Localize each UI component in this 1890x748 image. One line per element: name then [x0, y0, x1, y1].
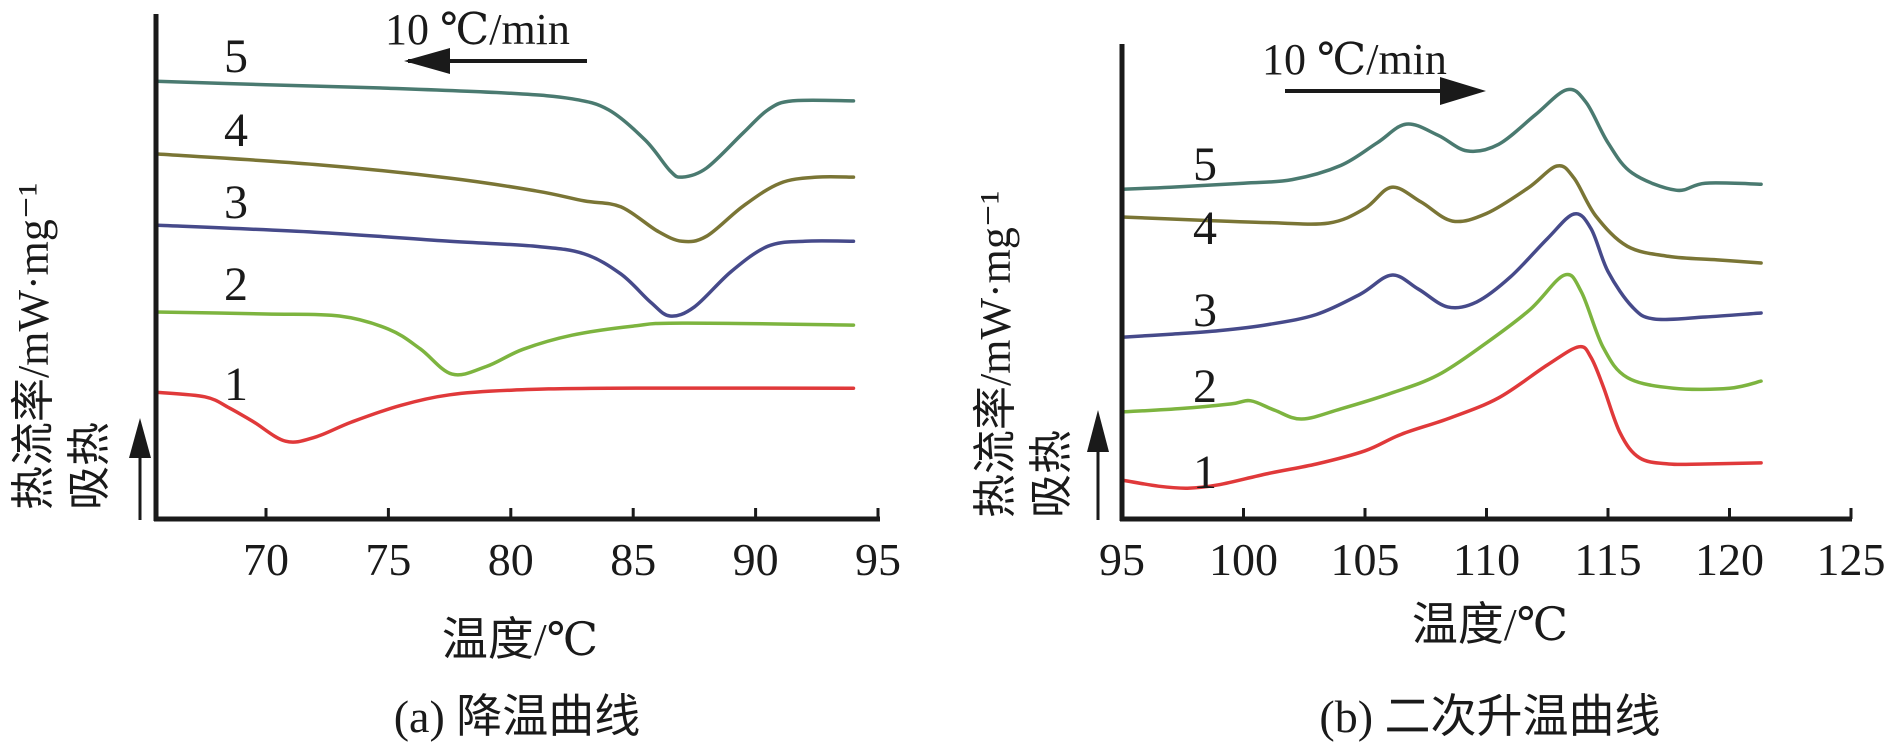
panel-a-x-tick-label-85: 85 [610, 534, 656, 585]
panel-a-series-labels: 1 2 3 4 5 [224, 30, 248, 411]
panel-b-series-label-2: 2 [1193, 360, 1217, 413]
panel-b-title: (b) 二次升温曲线 [1319, 691, 1660, 742]
panel-a-x-tick-label-70: 70 [243, 534, 289, 585]
panel-a-series-label-1: 1 [224, 358, 248, 411]
panel-b-x-tick-label-110: 110 [1453, 534, 1520, 585]
panel-a-series-5-line [154, 79, 856, 179]
panel-a-endotherm-arrow-up-icon [129, 418, 151, 520]
panel-a-title: (a) 降温曲线 [394, 691, 641, 742]
panel-a-series-label-3: 3 [224, 176, 248, 229]
panel-b-series-1-line [1120, 344, 1763, 490]
panel-a-x-tick-label-90: 90 [733, 534, 779, 585]
panel-b-series-4-line [1120, 163, 1763, 265]
panel-b-series-label-4: 4 [1193, 202, 1217, 255]
panel-a-series-2-line [154, 310, 856, 377]
panel-a-series-1-line [154, 386, 856, 444]
panel-a-x-tick-label-95: 95 [855, 534, 901, 585]
panel-a-rate-arrow-left-icon [404, 48, 587, 74]
panel-b-series-label-3: 3 [1193, 284, 1217, 337]
panel-a-x-tick-label-75: 75 [365, 534, 411, 585]
panel-a-x-label: 温度/℃ [442, 614, 598, 665]
panel-b-series-5-line [1120, 87, 1763, 193]
panel-b-x-tick-label-95: 95 [1099, 534, 1145, 585]
panel-a-series-label-4: 4 [224, 104, 248, 157]
panel-b-series-3-line [1120, 212, 1763, 339]
panel-b-endotherm-label: 吸热 [1027, 430, 1076, 518]
panel-b-series-2-line [1120, 272, 1763, 421]
panel-a-series-label-5: 5 [224, 30, 248, 83]
panel-b-x-tick-labels: 95 100 105 110 115 120 125 [1099, 534, 1886, 585]
panel-b-x-ticks [1120, 508, 1853, 519]
panel-b-series-label-1: 1 [1193, 446, 1217, 499]
panel-b-x-tick-label-100: 100 [1209, 534, 1278, 585]
panel-a-series-label-2: 2 [224, 258, 248, 311]
panel-a-x-tick-label-80: 80 [488, 534, 534, 585]
panel-b-curves [1120, 87, 1763, 490]
panel-b-x-label: 温度/℃ [1412, 599, 1568, 650]
panel-b-series-label-5: 5 [1193, 138, 1217, 191]
panel-b-x-tick-label-105: 105 [1331, 534, 1400, 585]
panel-a-x-tick-labels: 70 75 80 85 90 95 [243, 534, 901, 585]
panel-b-rate-arrow-right-icon [1285, 77, 1486, 105]
panel-b-endotherm-arrow-up-icon [1087, 410, 1109, 520]
panel-b-second-heating-curves: 95 100 105 110 115 120 125 1 2 3 4 5 10 ℃/min 热流率/… [971, 35, 1886, 742]
panel-b-x-tick-label-120: 120 [1695, 534, 1764, 585]
panel-a-curves [154, 79, 856, 444]
panel-b-x-tick-label-125: 125 [1817, 534, 1886, 585]
panel-b-series-labels: 1 2 3 4 5 [1193, 138, 1217, 499]
panel-a-endotherm-label: 吸热 [65, 422, 114, 510]
panel-b-x-tick-label-115: 115 [1574, 534, 1641, 585]
panel-a-y-label: 热流率/mW·mg⁻¹ [9, 183, 58, 510]
panel-b-rate-label: 10 ℃/min [1262, 35, 1447, 84]
panel-a-series-4-line [154, 152, 856, 244]
panel-a-series-3-line [154, 223, 856, 318]
panel-b-y-label: 热流率/mW·mg⁻¹ [971, 191, 1020, 518]
panel-a-x-ticks [264, 508, 880, 519]
panel-a-rate-label: 10 ℃/min [385, 5, 570, 54]
